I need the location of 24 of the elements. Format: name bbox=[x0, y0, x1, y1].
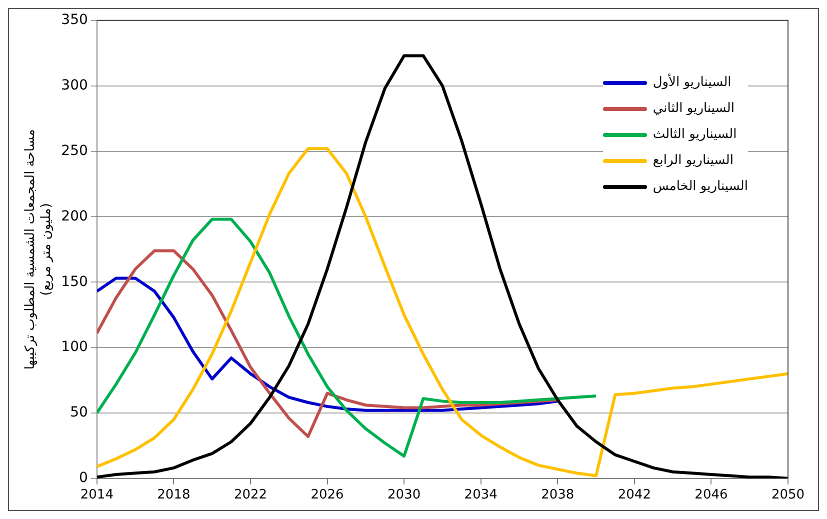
y-tick-label: 250 bbox=[61, 142, 88, 159]
y-tick-label: 100 bbox=[61, 339, 88, 356]
x-tick-label: 2042 bbox=[618, 488, 651, 503]
x-tick-label: 2038 bbox=[541, 488, 574, 503]
legend-label: السيناريو الرابع bbox=[652, 153, 734, 168]
legend-label: السيناريو الخامس bbox=[652, 179, 748, 194]
y-tick-label: 350 bbox=[61, 12, 88, 28]
y-tick-label: 0 bbox=[79, 470, 88, 486]
legend-label: السيناريو الأول bbox=[652, 75, 732, 90]
x-tick-label: 2034 bbox=[464, 488, 498, 503]
x-tick-label: 2026 bbox=[310, 488, 344, 503]
legend-label: السيناريو الثالث bbox=[652, 127, 737, 142]
y-tick-label: 50 bbox=[70, 404, 88, 421]
y-tick-label: 150 bbox=[61, 274, 88, 290]
y-tick-label: 300 bbox=[61, 77, 88, 94]
x-tick-label: 2050 bbox=[771, 488, 805, 503]
legend-label: السيناريو الثاني bbox=[652, 101, 734, 116]
y-tick-label: 200 bbox=[61, 208, 88, 224]
x-tick-label: 2014 bbox=[80, 488, 114, 503]
y-axis-title: مساحة المجمعات الشمسية المطلوب تركيبها (مليون متر مربع) bbox=[23, 129, 54, 370]
x-tick-label: 2030 bbox=[388, 488, 421, 503]
x-tick-label: 2022 bbox=[234, 488, 268, 503]
x-tick-label: 2046 bbox=[694, 488, 728, 503]
x-tick-label: 2018 bbox=[157, 488, 190, 503]
